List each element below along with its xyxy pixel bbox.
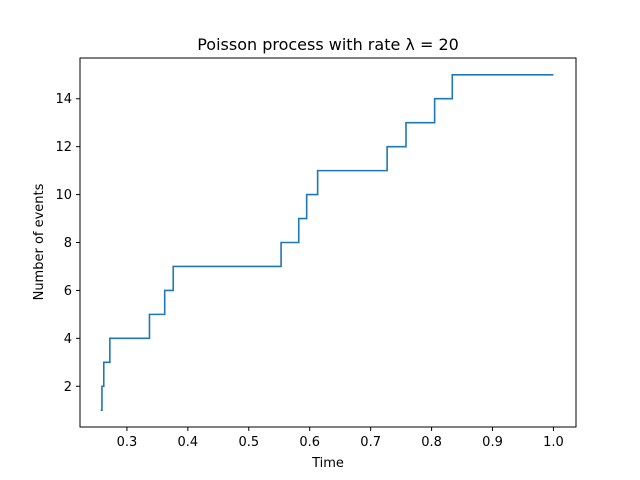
- x-tick-label: 1.0: [543, 435, 564, 450]
- axes-frame: [79, 57, 577, 428]
- x-tick-label: 0.9: [482, 435, 503, 450]
- plot-area: [100, 73, 554, 412]
- x-tick-label: 0.7: [360, 435, 381, 450]
- x-axis-label: Time: [311, 456, 344, 471]
- x-axis: 0.3 0.4 0.5 0.6 0.7 0.8 0.9 1.0: [117, 427, 564, 450]
- y-tick-label: 12: [55, 140, 72, 155]
- x-tick-label: 0.4: [178, 435, 199, 450]
- y-tick-label: 4: [64, 332, 72, 347]
- x-tick-label: 0.6: [299, 435, 320, 450]
- y-tick-label: 6: [64, 284, 72, 299]
- x-tick-label: 0.3: [117, 435, 138, 450]
- y-tick-label: 2: [64, 380, 72, 395]
- y-axis-label: Number of events: [32, 183, 47, 300]
- series-line: [100, 73, 554, 412]
- y-axis: 2 4 6 8 10 12 14: [55, 92, 80, 395]
- y-tick-label: 10: [55, 188, 72, 203]
- x-tick-label: 0.8: [421, 435, 442, 450]
- y-tick-label: 14: [55, 92, 72, 107]
- chart-title: Poisson process with rate λ = 20: [197, 35, 459, 54]
- y-tick-label: 8: [64, 236, 72, 251]
- x-tick-label: 0.5: [238, 435, 259, 450]
